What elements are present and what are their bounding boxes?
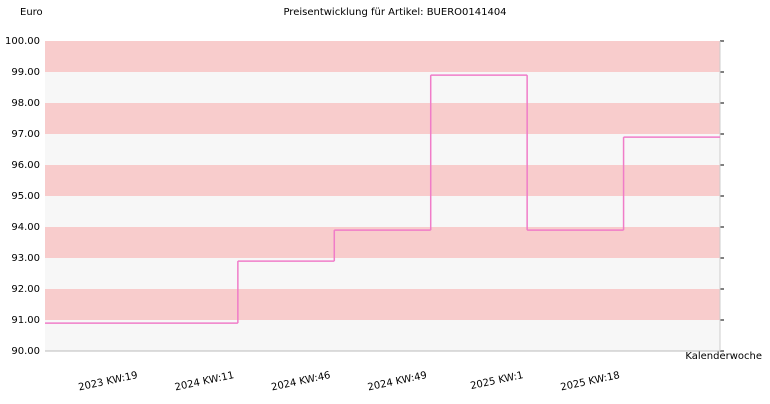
y-tick-label: 91.00: [11, 315, 40, 326]
grid-band: [45, 41, 720, 72]
y-axis-label: Euro: [20, 7, 43, 18]
y-tick-label: 100.00: [5, 36, 40, 47]
grid-band: [45, 165, 720, 196]
x-tick-label: 2025 KW:18: [560, 370, 621, 393]
grid-band: [45, 227, 720, 258]
grid-band: [45, 196, 720, 227]
grid-band: [45, 72, 720, 103]
y-tick-label: 93.00: [11, 253, 40, 264]
grid-band: [45, 289, 720, 320]
y-tick-label: 96.00: [11, 160, 40, 171]
y-tick-label: 97.00: [11, 129, 40, 140]
y-tick-label: 90.00: [11, 346, 40, 357]
y-tick-label: 98.00: [11, 98, 40, 109]
chart-title: Preisentwicklung für Artikel: BUERO01414…: [283, 7, 506, 18]
y-tick-label: 95.00: [11, 191, 40, 202]
grid-band: [45, 103, 720, 134]
x-axis-label: Kalenderwoche: [685, 351, 762, 362]
x-tick-label: 2023 KW:19: [77, 370, 138, 393]
y-tick-label: 92.00: [11, 284, 40, 295]
y-tick-label: 99.00: [11, 67, 40, 78]
grid-band: [45, 258, 720, 289]
x-tick-label: 2025 KW:1: [469, 370, 524, 392]
y-tick-label: 94.00: [11, 222, 40, 233]
x-tick-label: 2024 KW:11: [174, 370, 235, 393]
x-tick-label: 2024 KW:46: [270, 370, 331, 393]
grid-band: [45, 134, 720, 165]
grid-band: [45, 320, 720, 351]
x-tick-label: 2024 KW:49: [367, 370, 428, 393]
